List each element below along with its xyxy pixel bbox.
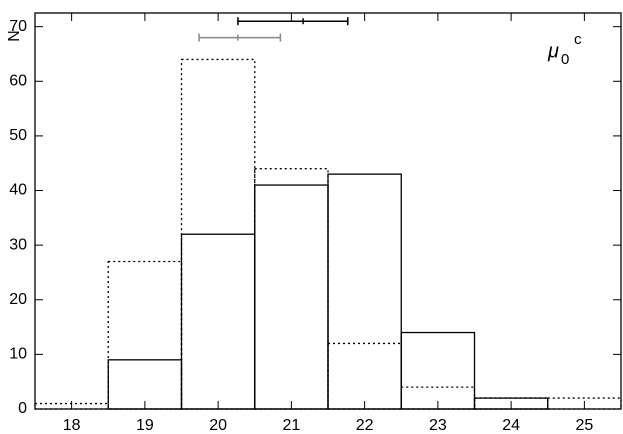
y-tick-label: 40 [9,182,27,199]
x-tick-label: 21 [282,417,300,434]
y-axis-label: N [4,30,21,42]
x-tick-label: 18 [63,417,81,434]
x-tick-label: 20 [209,417,227,434]
plot-frame [34,12,622,410]
histogram-bar [400,331,476,410]
y-tick-label: 20 [9,291,27,308]
histogram-bar [327,342,402,410]
histogram-bar [254,168,329,410]
histogram-bar [107,260,183,410]
histogram-bar [180,233,256,410]
y-tick-label: 70 [9,18,27,35]
histogram-bar [327,173,402,410]
x-tick-label: 25 [575,417,593,434]
annotation: μ [547,40,559,62]
annotation-subscript: 0 [561,51,569,68]
y-tick-label: 60 [9,72,27,89]
histogram-bar [254,184,329,410]
y-tick-label: 0 [18,400,27,417]
annotation-superscript: c [574,31,582,48]
y-tick-label: 10 [9,346,27,363]
x-tick-label: 22 [356,417,374,434]
x-tick-label: 23 [429,417,447,434]
y-tick-label: 30 [9,236,27,253]
y-tick-label: 50 [9,127,27,144]
x-tick-label: 19 [136,417,154,434]
histogram-bar [180,58,256,410]
x-tick-label: 24 [502,417,520,434]
